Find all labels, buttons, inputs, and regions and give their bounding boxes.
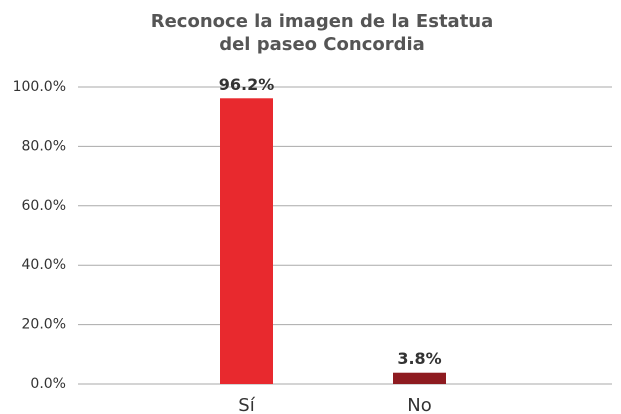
y-tick-label: 80.0% xyxy=(22,138,66,154)
y-tick-label: 60.0% xyxy=(22,198,66,214)
y-tick-label: 100.0% xyxy=(13,79,66,95)
chart-title: del paseo Concordia xyxy=(219,34,425,55)
y-tick-label: 40.0% xyxy=(22,257,66,273)
bar xyxy=(220,98,273,384)
data-label: 3.8% xyxy=(397,349,441,368)
x-tick-label: No xyxy=(407,395,431,414)
y-tick-label: 20.0% xyxy=(22,317,66,333)
x-tick-label: Sí xyxy=(238,395,255,414)
data-label: 96.2% xyxy=(219,75,275,94)
y-tick-label: 0.0% xyxy=(30,376,66,392)
chart-title: Reconoce la imagen de la Estatua xyxy=(151,11,494,32)
bar xyxy=(393,372,446,384)
